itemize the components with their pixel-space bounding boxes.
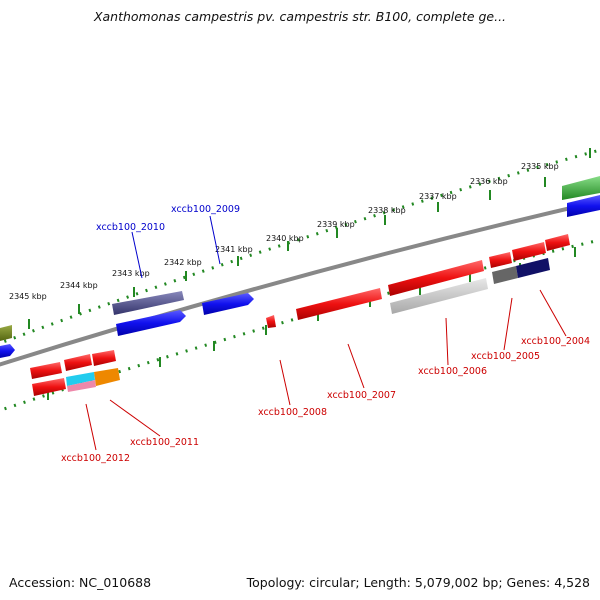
kbp-label: 2339 kbp — [317, 220, 355, 229]
gene-label: xccb100_2005 — [471, 351, 540, 362]
kbp-label: 2345 kbp — [9, 292, 47, 301]
gene-red[interactable] — [512, 242, 546, 261]
gene-red[interactable] — [489, 252, 512, 268]
gene-orange[interactable] — [94, 368, 120, 386]
gene-red[interactable] — [266, 315, 276, 328]
gene-blue[interactable] — [202, 293, 254, 315]
gene-dark-grey[interactable] — [492, 266, 518, 284]
gene-slate[interactable] — [112, 291, 184, 315]
gene-red[interactable] — [545, 234, 570, 251]
gene-red[interactable] — [92, 350, 116, 366]
genome-summary-text: Topology: circular; Length: 5,079,002 bp… — [246, 575, 590, 590]
gene-pink[interactable] — [67, 380, 96, 392]
gene-label: xccb100_2010 — [96, 222, 165, 233]
gene-red[interactable] — [30, 362, 62, 379]
kbp-label: 2338 kbp — [368, 206, 406, 215]
kbp-label: 2337 kbp — [419, 192, 457, 201]
gene-label: xccb100_2006 — [418, 366, 487, 377]
gene-red[interactable] — [296, 288, 382, 320]
reverse-genes — [30, 234, 570, 396]
gene-blue[interactable] — [0, 344, 15, 358]
gene-red[interactable] — [32, 378, 66, 396]
gene-label: xccb100_2008 — [258, 407, 327, 418]
leader-lines — [85, 215, 567, 451]
map-title: Xanthomonas campestris pv. campestris st… — [93, 9, 507, 24]
major-ticks-outer — [28, 148, 591, 329]
kbp-label: 2344 kbp — [60, 281, 98, 290]
gene-cyan[interactable] — [66, 372, 95, 386]
forward-genes — [0, 176, 600, 358]
accession-text: Accession: NC_010688 — [9, 575, 152, 590]
gene-label: xccb100_2012 — [61, 453, 130, 464]
gene-green[interactable] — [562, 176, 600, 200]
gene-navy[interactable] — [516, 258, 550, 278]
kbp-label: 2340 kbp — [266, 234, 304, 243]
gene-red[interactable] — [64, 354, 92, 371]
kbp-label: 2342 kbp — [164, 258, 202, 267]
kbp-label: 2335 kbp — [521, 162, 559, 171]
kbp-label: 2336 kbp — [470, 177, 508, 186]
gene-label: xccb100_2009 — [171, 204, 240, 215]
gene-label: xccb100_2011 — [130, 437, 199, 448]
gene-blue[interactable] — [567, 195, 600, 217]
gene-blue[interactable] — [116, 310, 186, 336]
gene-olive[interactable] — [0, 325, 12, 341]
genome-backbone — [0, 199, 600, 367]
kbp-label: 2343 kbp — [112, 269, 150, 278]
kbp-label: 2341 kbp — [215, 245, 253, 254]
gene-label: xccb100_2004 — [521, 336, 590, 347]
gene-red[interactable] — [388, 260, 484, 296]
gene-label: xccb100_2007 — [327, 390, 396, 401]
gene-grey[interactable] — [390, 278, 488, 314]
